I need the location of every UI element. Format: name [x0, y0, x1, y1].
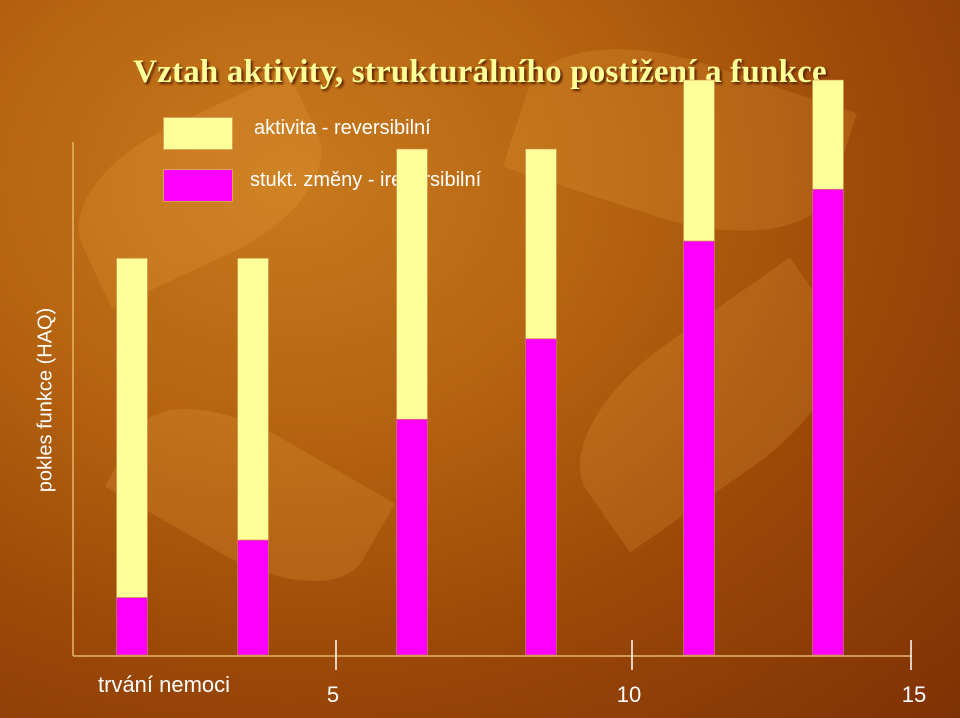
legend-swatch-activity [163, 117, 233, 150]
bar-segment-structural [683, 240, 715, 656]
bar-segment-structural [812, 188, 844, 656]
legend-label-activity: aktivita - reversibilní [254, 117, 431, 139]
x-tick-label: 5 [326, 682, 340, 707]
bar-segment-structural [396, 418, 428, 656]
bar-segment-activity [525, 148, 557, 340]
legend-swatch-structural [163, 169, 233, 202]
bar-segment-structural [525, 338, 557, 656]
bar-segment-activity [396, 148, 428, 420]
bar-segment-activity [683, 79, 715, 242]
x-tick-label: 10 [616, 682, 642, 707]
bar-segment-activity [812, 79, 844, 190]
x-axis-label: trvání nemoci [98, 672, 231, 697]
bar-segment-activity [116, 257, 148, 598]
bar-segment-activity [237, 257, 269, 541]
x-tick-label: 15 [901, 682, 927, 707]
bar-segment-structural [237, 539, 269, 656]
bar-segment-structural [116, 597, 148, 656]
